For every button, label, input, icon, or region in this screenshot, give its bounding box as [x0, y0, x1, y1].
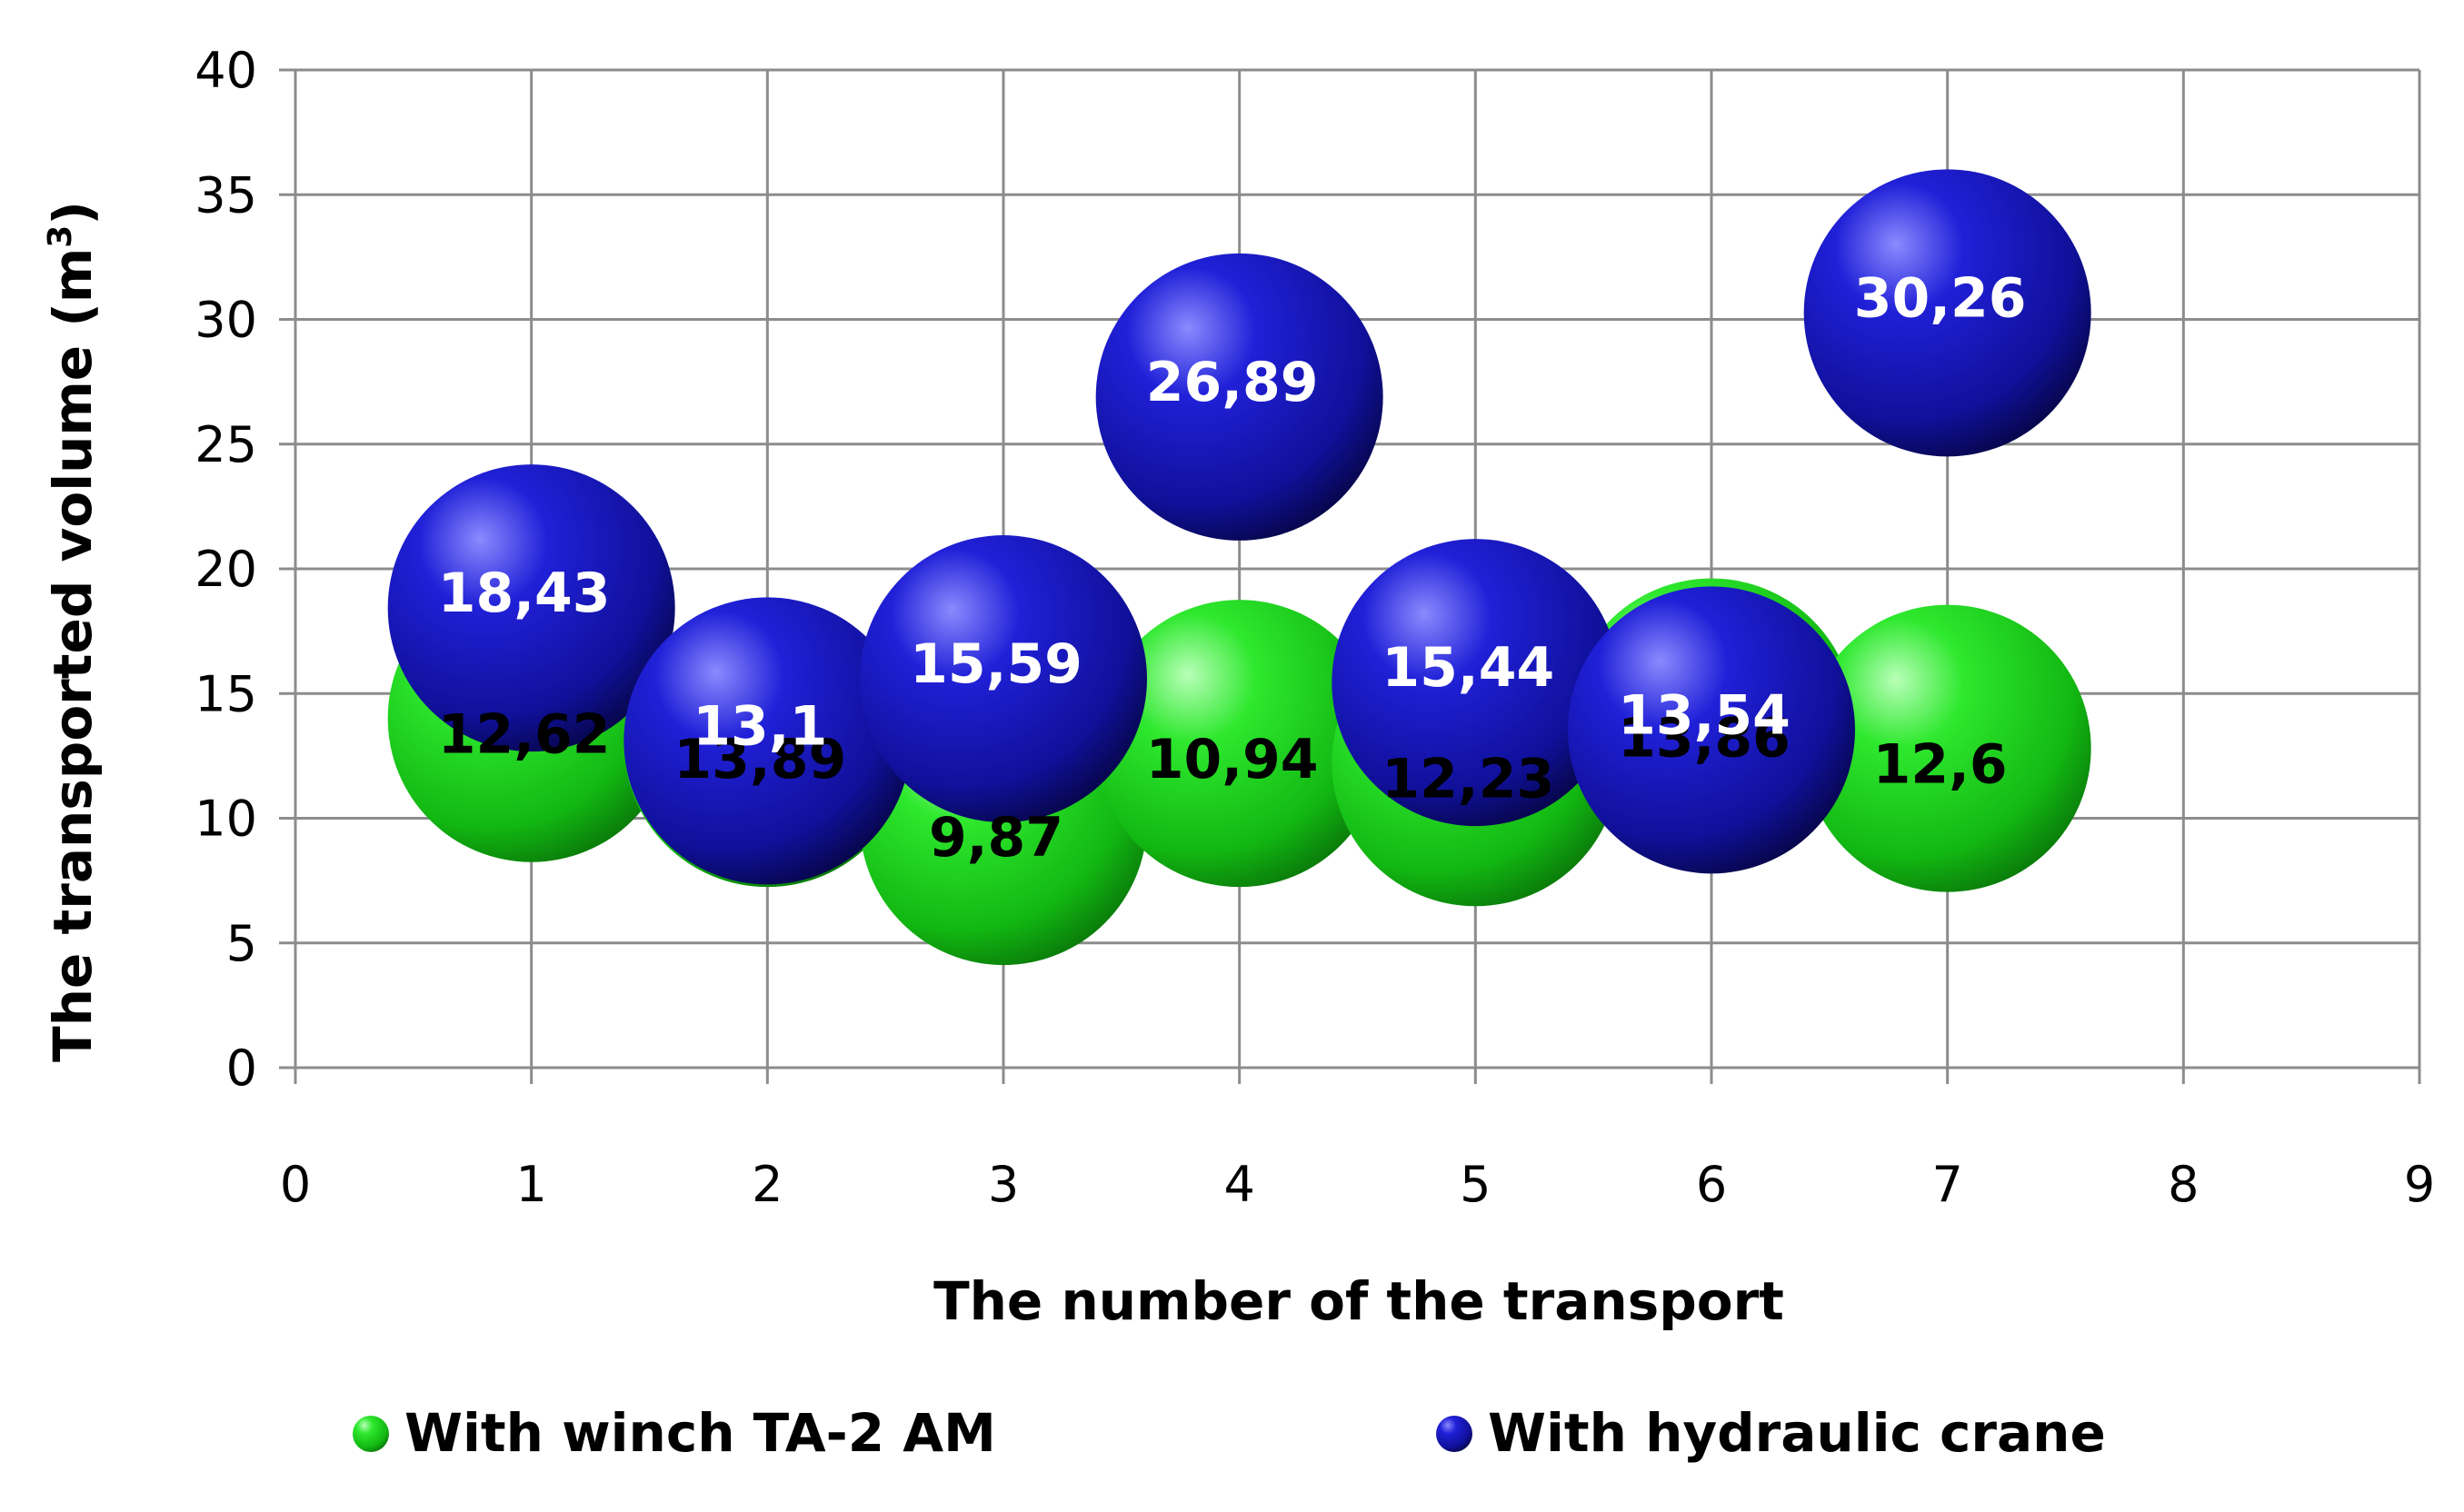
y-tick-label: 25	[195, 416, 257, 473]
x-tick-label: 3	[988, 1156, 1019, 1213]
y-tick-label: 35	[195, 166, 257, 224]
legend-item-crane: With hydraulic crane	[1436, 1402, 2106, 1464]
bubbles	[387, 169, 2091, 966]
x-tick-label: 2	[752, 1156, 783, 1213]
y-tick-label: 40	[195, 42, 257, 99]
y-axis-title-main: The transported volume (m	[42, 248, 104, 1062]
y-tick-label: 0	[226, 1040, 257, 1097]
y-tick-label: 20	[195, 541, 257, 598]
axes: 0 5 10 15 20 25 30 35 40 0 1 2 3 4 5 6 7 8 9	[195, 42, 2435, 1213]
bubble-crane	[1803, 169, 2091, 457]
x-tick-label: 9	[2404, 1156, 2435, 1213]
x-tick-label: 5	[1460, 1156, 1491, 1213]
y-axis-title: The transported volume (m3)	[42, 201, 104, 1062]
y-tick-label: 10	[195, 791, 257, 848]
data-label-crane: 15,44	[1382, 636, 1554, 700]
data-label-crane: 13,54	[1618, 683, 1791, 747]
data-label-crane: 26,89	[1146, 351, 1319, 414]
data-label-winch: 13,89	[673, 728, 846, 791]
y-axis-title-suffix: )	[42, 201, 104, 225]
data-label-winch: 12,23	[1382, 747, 1554, 811]
data-label-winch: 12,6	[1873, 733, 2008, 797]
bubble-winch	[1803, 604, 2091, 892]
x-tick-label: 0	[280, 1156, 311, 1213]
y-axis-title-superscript: 3	[42, 225, 79, 248]
bubble-crane	[860, 535, 1147, 823]
legend-marker-winch	[353, 1416, 389, 1452]
bubble-crane	[1568, 586, 1855, 874]
legend: With winch TA-2 AM With hydraulic crane	[353, 1402, 2106, 1464]
legend-marker-crane	[1436, 1416, 1472, 1452]
data-label-crane: 30,26	[1854, 266, 2027, 330]
data-label-crane: 13,1	[693, 694, 827, 758]
data-label-crane: 15,59	[910, 632, 1082, 696]
bubble-winch	[1095, 600, 1383, 888]
data-label-winch: 13,86	[1618, 707, 1791, 771]
legend-item-winch: With winch TA-2 AM	[353, 1402, 996, 1464]
x-tick-label: 4	[1223, 1156, 1254, 1213]
x-tick-label: 1	[515, 1156, 546, 1213]
data-label-winch: 9,87	[929, 806, 1063, 870]
x-tick-label: 8	[2168, 1156, 2199, 1213]
data-label-winch: 10,94	[1146, 728, 1319, 791]
data-label-crane: 18,43	[438, 562, 611, 625]
x-tick-label: 6	[1696, 1156, 1727, 1213]
x-tick-label: 7	[1931, 1156, 1962, 1213]
bubble-crane	[1332, 539, 1620, 827]
y-tick-label: 15	[195, 665, 257, 722]
data-labels: 12,62 13,89 9,87 10,94 12,23 13,86 12,6 18,43 13…	[438, 266, 2027, 870]
bubble-crane	[387, 464, 675, 752]
data-label-winch: 12,62	[438, 703, 611, 767]
legend-label-winch: With winch TA-2 AM	[404, 1402, 996, 1464]
y-tick-label: 5	[226, 915, 257, 972]
x-axis-title: The number of the transport	[933, 1270, 1784, 1332]
bubble-crane	[623, 597, 912, 885]
y-tick-label: 30	[195, 292, 257, 349]
legend-label-crane: With hydraulic crane	[1488, 1402, 2106, 1464]
bubble-crane	[1095, 253, 1383, 541]
